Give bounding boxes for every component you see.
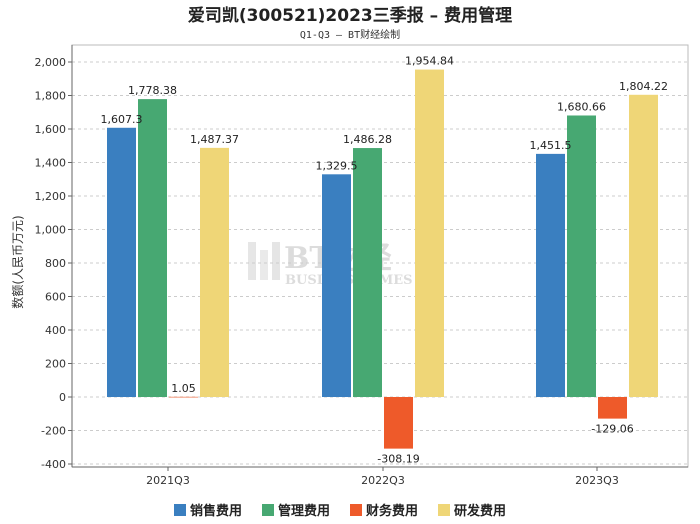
bar	[598, 397, 627, 419]
y-tick-label: 0	[59, 391, 66, 404]
bar	[629, 94, 658, 397]
legend-swatch	[438, 504, 450, 516]
bar-value-label: 1,329.5	[316, 159, 358, 172]
y-tick-label: 800	[45, 257, 66, 270]
y-tick-label: 200	[45, 358, 66, 371]
legend-swatch	[262, 504, 274, 516]
y-tick-label: 1,400	[35, 157, 67, 170]
bar-value-label: -129.06	[591, 423, 633, 436]
bar	[200, 147, 229, 397]
x-tick-label: 2022Q3	[361, 474, 405, 487]
bar	[138, 99, 167, 398]
y-tick-label: 1,200	[35, 190, 67, 203]
bar-value-label: 1,954.84	[405, 55, 454, 68]
bar-labels: 1,607.3 1,329.5 1,451.5 1,778.38 1,486.28 1,6…	[101, 55, 668, 466]
chart-title: 爱司凯(300521)2023三季报 – 费用管理	[188, 5, 512, 26]
legend-swatch	[174, 504, 186, 516]
bar-value-label: 1,607.3	[101, 113, 143, 126]
legend-label: 财务费用	[366, 503, 418, 519]
legend: 销售费用 管理费用 财务费用 研发费用	[174, 503, 506, 519]
bar-value-label: 1,680.66	[557, 100, 606, 113]
bar	[415, 69, 444, 397]
y-tick-label: 1,600	[35, 123, 67, 136]
x-tick-label: 2021Q3	[146, 474, 190, 487]
x-tick-label: 2023Q3	[575, 474, 619, 487]
watermark-logo-block	[272, 242, 280, 280]
bar-value-label: 1,486.28	[343, 133, 392, 146]
y-axis: -400 -200 0 200 400 600 800 1,000 1,200 1,400 1,60…	[35, 45, 73, 471]
bar-value-label: 1,451.5	[530, 139, 572, 152]
bar	[384, 397, 413, 449]
bar-value-label: 1,804.22	[619, 80, 668, 93]
bar	[107, 127, 136, 397]
bar-value-label: 1.05	[171, 382, 196, 395]
watermark-logo-block	[260, 250, 268, 280]
bar	[322, 174, 351, 397]
y-tick-label: 600	[45, 291, 66, 304]
bars	[107, 69, 658, 449]
bar	[536, 153, 565, 397]
legend-label: 销售费用	[190, 503, 242, 519]
bar-value-label: 1,487.37	[190, 133, 239, 146]
legend-swatch	[350, 504, 362, 516]
bar	[169, 396, 198, 398]
y-tick-label: -400	[41, 458, 66, 471]
x-axis: 2021Q3 2022Q3 2023Q3	[72, 466, 688, 487]
y-tick-label: -200	[41, 425, 66, 438]
y-tick-label: 1,800	[35, 90, 67, 103]
y-tick-label: 1,000	[35, 224, 67, 237]
bar-value-label: 1,778.38	[128, 84, 177, 97]
bar	[567, 115, 596, 398]
legend-label: 研发费用	[454, 503, 506, 519]
bar	[353, 148, 382, 397]
chart-subtitle: Q1-Q3 – BT财经绘制	[300, 28, 400, 41]
watermark-logo-block	[248, 242, 256, 280]
bar-value-label: -308.19	[377, 453, 419, 466]
legend-label: 管理费用	[278, 503, 330, 519]
y-tick-label: 400	[45, 324, 66, 337]
y-axis-label: 数额(人民币万元)	[10, 215, 25, 308]
y-tick-label: 2,000	[35, 56, 67, 69]
